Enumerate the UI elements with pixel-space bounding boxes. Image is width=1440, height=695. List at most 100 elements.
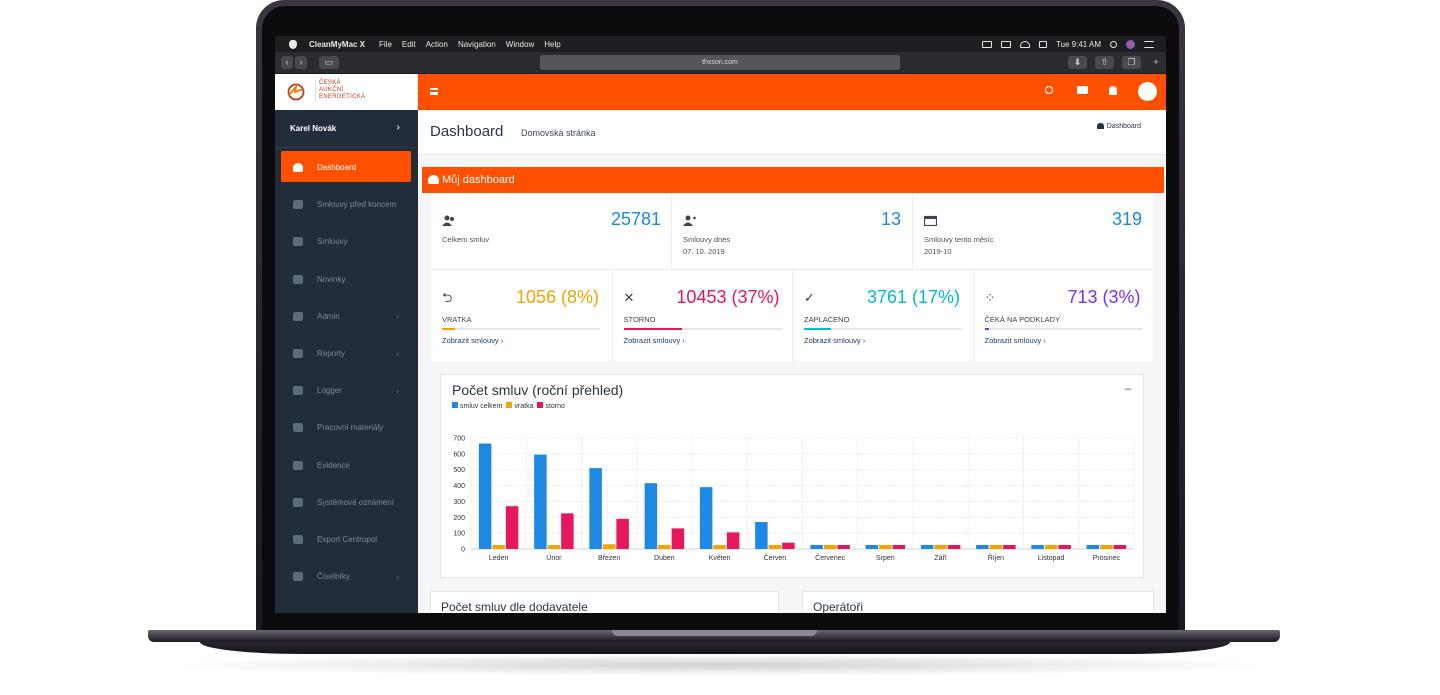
kpi-progress-fill [442,328,455,330]
legend-item[interactable]: storno [537,402,565,410]
x-tick-label: Prosinec [1093,555,1121,562]
sidebar-item[interactable]: Smlouvy [275,223,418,260]
sidebar-item[interactable]: Novinky [275,261,418,298]
kpi-vratka: ⮌ 1056 (8%) VRATKA Zobrazit smlouvy › [431,270,611,362]
logo-text: ČESKÁ AUKČNÍ ENERGETICKÁ [315,80,365,101]
search-icon[interactable] [1045,86,1053,94]
laptop-shadow [160,654,1280,676]
menu-file[interactable]: File [379,39,392,49]
show-contracts-link[interactable]: Zobrazit smlouvy › [804,336,866,345]
bar-vratka [492,545,505,549]
stat-value: 319 [1111,209,1142,229]
bar-smluv-celkem [699,487,713,549]
sidebar-item[interactable]: Pracovní materiály [275,409,418,446]
menubar-app-name[interactable]: CleanMyMac X [309,39,366,49]
wifi-icon[interactable] [1019,40,1030,48]
new-tab-icon[interactable]: + [1153,57,1159,67]
notification-center-icon[interactable] [1144,40,1154,48]
legend-label: vratka [514,403,534,410]
spotlight-icon[interactable] [1110,40,1117,48]
bar-smluv-celkem [810,545,823,549]
laptop-base [148,630,1280,642]
gear-icon [293,460,303,470]
display-icon[interactable] [981,40,992,48]
show-contracts-link[interactable]: Zobrazit smlouvy › [442,336,504,345]
menu-action[interactable]: Action [425,39,448,49]
users-icon [293,200,303,210]
apple-icon[interactable] [289,39,297,49]
back-button[interactable]: ‹ [281,56,293,69]
menu-window[interactable]: Window [505,39,535,49]
user-name: Karel Novák [290,124,337,133]
stat-today-contracts: 13 Smlouvy dnes 07. 10. 2019 [671,195,912,269]
bar-vratka [823,545,837,549]
sidebar-item[interactable]: Číselníky › [275,558,418,595]
sidebar-item-label: Smlouvy [317,237,348,247]
dashboard-icon [1096,123,1104,129]
sidebar-item[interactable]: Smlouvy před koncem [275,186,418,223]
chevron-right-icon: › [396,348,399,359]
x-tick-label: Červenec [815,553,845,562]
bar-smluv-celkem [865,545,879,549]
kpi-progress-fill [623,328,682,330]
sidebar-item[interactable]: Dashboard [275,149,418,186]
x-tick-label: Říjen [988,553,1004,562]
siri-icon[interactable] [1126,39,1135,49]
check-icon: ✓ [804,290,815,305]
kpi-label: STORNO [623,315,656,324]
menu-navigation[interactable]: Navigation [457,39,496,49]
newspaper-icon [293,274,303,284]
bar-storno [1113,545,1127,549]
kpi-progress-fill [984,328,990,330]
url-bar[interactable]: thxson.com [540,55,900,70]
show-contracts-link[interactable]: Zobrazit smlouvy › [984,336,1046,345]
bar-vratka [934,545,947,549]
sidebar-item-label: Systémové oznámení [317,497,394,507]
sidebar-item[interactable]: Evidence [275,447,418,484]
menubar-clock[interactable]: Tue 9:41 AM [1055,39,1101,49]
breadcrumb[interactable]: Dashboard [1096,123,1141,130]
download-icon[interactable]: ⬇ [1068,56,1087,69]
stat-value: 25781 [610,209,661,229]
main-content: Dashboard Domovská stránka Dashboard Můj… [418,110,1166,613]
x-tick-label: Srpen [876,555,895,562]
tabs-icon[interactable]: ❐ [1122,56,1141,69]
menu-help[interactable]: Help [544,39,561,49]
bar-storno [1058,545,1071,549]
stat-label: Celkem smluv [442,235,490,244]
sidebar-item[interactable]: Export Centropol [275,521,418,558]
chevron-right-icon: › [396,122,400,133]
summary-stats: 25781 Celkem smluv 13 Smlouvy dnes 07. 1… [431,195,1153,269]
sidebar-item[interactable]: Admin › [275,298,418,335]
legend-item[interactable]: smluv celkem [452,402,502,410]
sidebar-item[interactable]: Systémové oznámení [275,484,418,521]
bar-vratka [602,544,616,549]
y-tick-label: 200 [453,515,465,522]
airplay-icon[interactable] [1000,40,1011,48]
hamburger-menu-icon[interactable] [430,88,438,95]
y-tick-label: 400 [453,483,465,490]
chevron-right-icon: › [396,571,399,582]
bell-icon[interactable] [1109,86,1117,95]
show-contracts-link[interactable]: Zobrazit smlouvy › [623,336,685,345]
sidebar-toggle-icon[interactable]: ▭ [319,56,339,69]
mail-icon[interactable] [1077,86,1088,94]
menu-edit[interactable]: Edit [401,39,416,49]
user-avatar[interactable] [1138,82,1157,101]
legend-item[interactable]: vratka [506,402,533,410]
chevron-right-icon: › [396,311,399,322]
sidebar-item[interactable]: Logger › [275,372,418,409]
collapse-button[interactable]: – [1124,383,1131,395]
forward-button[interactable]: › [295,56,307,69]
sidebar-item[interactable]: Reporty › [275,335,418,372]
bar-vratka [547,545,561,549]
y-tick-label: 0 [461,547,465,554]
user-menu[interactable]: Karel Novák › [275,110,418,148]
share-icon[interactable]: ⇧ [1095,56,1114,69]
return-icon: ⮌ [442,290,453,305]
kpi-value: 3761 (17%) [866,287,960,307]
bar-storno [1003,545,1016,549]
logo-area[interactable]: ČESKÁ AUKČNÍ ENERGETICKÁ [275,74,418,110]
volume-icon[interactable] [1038,40,1047,48]
kpi-label: ČEKÁ NA PODKLADY [984,315,1060,324]
